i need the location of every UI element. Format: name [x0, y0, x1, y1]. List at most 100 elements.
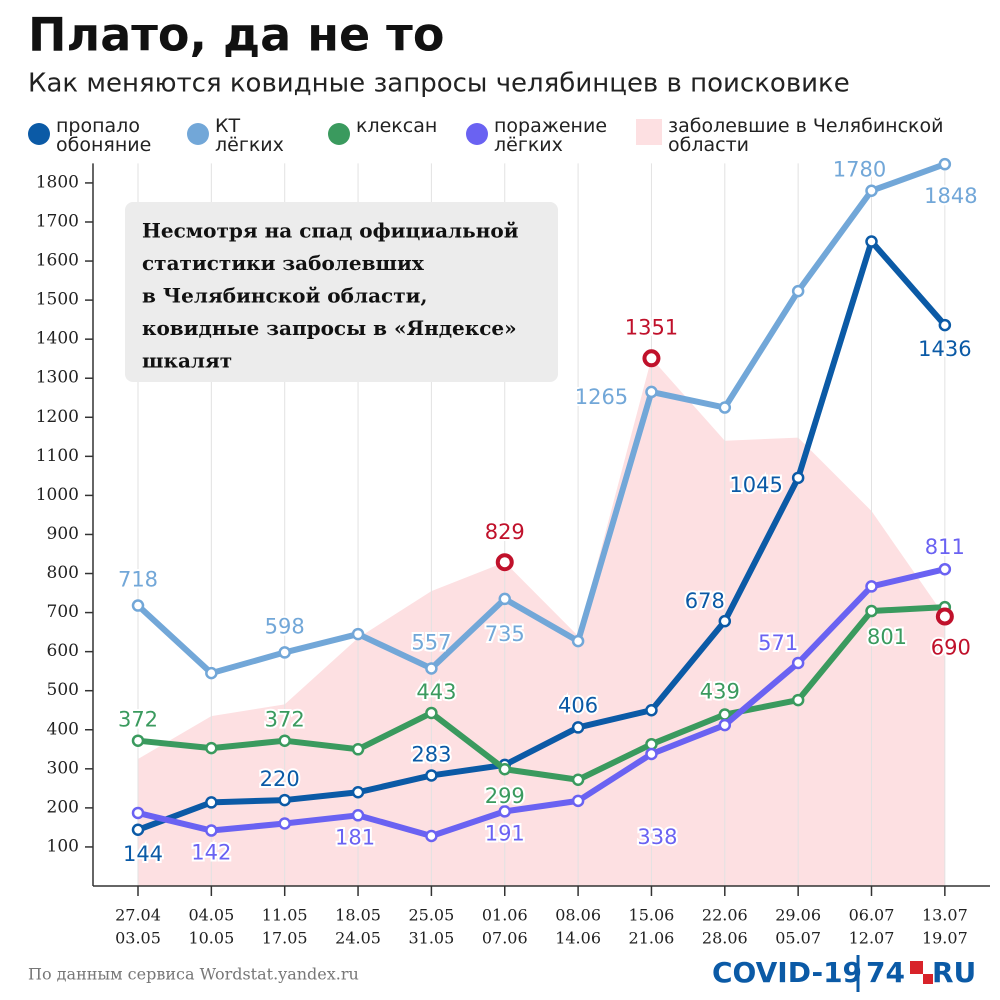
y-tick-label: 1700 — [36, 211, 79, 231]
value-label: 142 — [191, 841, 231, 865]
series-line — [136, 238, 948, 833]
value-label: 144 — [123, 842, 163, 866]
logo-square — [910, 961, 923, 974]
series-point — [865, 580, 878, 593]
x-tick-label: 15.06 — [629, 906, 675, 925]
value-label: 439 — [700, 680, 740, 704]
legend-swatch — [636, 119, 662, 145]
series-point — [865, 604, 878, 618]
value-label: 191 — [485, 821, 525, 845]
series-point — [938, 318, 952, 332]
note-box — [125, 202, 558, 382]
series-point — [938, 562, 952, 576]
value-label: 678 — [685, 589, 725, 613]
legend-item: поражение лёгких — [466, 117, 624, 155]
series-point — [351, 786, 365, 799]
value-label: 811 — [925, 535, 965, 559]
y-tick-label: 1300 — [36, 368, 79, 388]
value-label: 443 — [416, 680, 456, 704]
y-tick-label: 800 — [47, 563, 79, 583]
series-point — [205, 666, 218, 680]
series-point — [351, 743, 365, 756]
logo-ru: RU — [932, 956, 976, 989]
y-tick-label: 1600 — [36, 251, 79, 271]
note-text: статистики заболевших — [142, 251, 425, 275]
legend-label: пропало обоняние — [56, 115, 152, 156]
value-label: 220 — [260, 767, 300, 791]
series-point — [205, 741, 218, 755]
series-line — [137, 566, 946, 840]
cases-marker — [642, 349, 661, 368]
y-tick-label: 500 — [47, 680, 79, 700]
legend-swatch — [187, 123, 209, 145]
value-label: 406 — [558, 693, 598, 717]
value-label: 338 — [637, 825, 677, 849]
series-line — [135, 161, 946, 677]
chart-title: Плато, да не то — [28, 8, 444, 62]
legend-swatch — [28, 123, 50, 145]
x-tick-label: 03.05 — [115, 929, 161, 948]
series-point — [865, 184, 878, 197]
value-label: 1848 — [924, 184, 977, 208]
value-label: 1780 — [833, 158, 886, 182]
legend-item: заболевшие в Челябинской области — [636, 117, 1000, 155]
note-text: ковидные запросы в «Яндексе» — [142, 316, 517, 340]
value-label: 571 — [758, 631, 798, 655]
x-tick-label: 31.05 — [408, 929, 454, 948]
series-point — [498, 762, 511, 776]
x-tick-label: 06.07 — [849, 906, 895, 925]
legend-label: КТ лёгких — [215, 115, 284, 156]
x-tick-label: 05.07 — [775, 929, 821, 948]
series-line — [137, 604, 946, 783]
value-label: 1436 — [918, 337, 971, 361]
series-point — [571, 773, 585, 787]
cases-marker — [495, 553, 514, 572]
series-point — [571, 634, 585, 648]
x-tick-label: 04.05 — [188, 906, 234, 925]
x-tick-label: 21.06 — [629, 929, 675, 948]
note-text: в Челябинской области, — [142, 284, 427, 308]
y-tick-label: 900 — [47, 524, 79, 544]
x-tick-label: 27.04 — [115, 906, 161, 925]
value-label: 372 — [265, 708, 305, 732]
cases-label: 829 — [485, 520, 525, 544]
value-label: 299 — [485, 784, 525, 808]
y-tick-label: 1100 — [36, 446, 79, 466]
logo-74: 74 — [866, 956, 905, 989]
x-tick-label: 07.06 — [482, 929, 528, 948]
series-point — [425, 829, 438, 843]
value-label: 372 — [118, 708, 158, 732]
series-point — [791, 693, 805, 707]
value-label: 598 — [265, 614, 305, 638]
cases-label: 690 — [931, 635, 971, 659]
y-tick-label: 100 — [47, 836, 79, 856]
legend-label: заболевшие в Челябинской области — [668, 115, 944, 156]
x-tick-label: 13.07 — [922, 906, 968, 925]
series-point — [131, 599, 145, 612]
series-point — [718, 718, 732, 732]
chart-subtitle: Как меняются ковидные запросы челябинцев… — [28, 69, 850, 99]
series-point — [498, 592, 511, 606]
legend-label: клексан — [356, 115, 438, 137]
x-tick-label: 29.06 — [775, 906, 821, 925]
x-tick-label: 10.05 — [188, 929, 234, 948]
x-tick-label: 11.05 — [262, 906, 308, 925]
series-point — [791, 656, 805, 670]
value-label: 557 — [411, 630, 451, 654]
note-text: Несмотря на спад официальной — [142, 219, 519, 243]
y-tick-label: 400 — [47, 719, 79, 739]
x-tick-label: 19.07 — [922, 929, 968, 948]
x-tick-label: 14.06 — [555, 929, 601, 948]
value-label: 1265 — [575, 385, 628, 409]
series-point — [131, 734, 145, 747]
y-tick-label: 1200 — [36, 407, 79, 427]
value-label: 283 — [411, 742, 451, 766]
series-point — [425, 706, 438, 720]
legend-item: пропало обоняние — [28, 117, 186, 155]
series-point — [791, 284, 805, 298]
value-label: 181 — [335, 825, 375, 849]
legend-swatch — [466, 123, 488, 145]
source: По данным сервиса Wordstat.yandex.ru — [28, 965, 359, 984]
series-point — [645, 747, 658, 761]
